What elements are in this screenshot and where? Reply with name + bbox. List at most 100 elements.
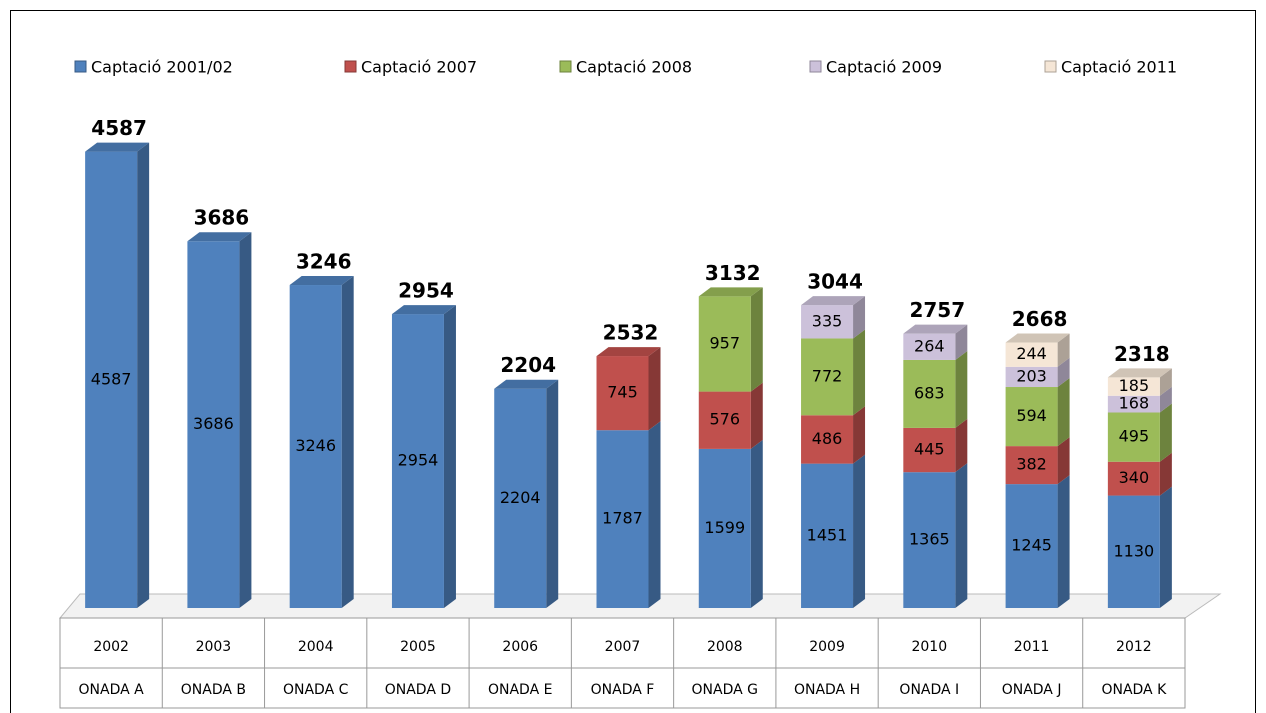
bar-segment (596, 356, 649, 431)
segment-label: 203 (1016, 366, 1047, 385)
bar-segment (1107, 461, 1160, 496)
bar-segment (1107, 395, 1160, 413)
x-tick-label: 2007 (605, 639, 641, 655)
x-tick-sublabel: ONADA I (899, 682, 959, 698)
bar-segment (903, 359, 956, 428)
segment-label: 264 (914, 336, 945, 355)
legend-swatch (74, 60, 87, 73)
bar-side (648, 347, 661, 431)
x-tick-label: 2009 (809, 639, 845, 655)
bar-side (853, 406, 866, 464)
bar-side (1159, 452, 1172, 496)
total-label: 3044 (807, 270, 863, 294)
x-tick-label: 2010 (911, 639, 947, 655)
bar-top (596, 347, 661, 357)
bar-segment (903, 427, 956, 473)
bar-side (1159, 486, 1172, 608)
bar-top (391, 305, 456, 315)
bar-side (341, 276, 354, 608)
segment-label: 486 (812, 429, 843, 448)
legend-swatch (559, 60, 572, 73)
segment-label: 445 (914, 440, 945, 459)
x-tick-sublabel: ONADA J (1002, 682, 1062, 698)
bar-side (750, 382, 763, 449)
bar-segment (187, 241, 240, 609)
total-label: 2668 (1012, 307, 1068, 331)
segment-label: 382 (1016, 455, 1047, 474)
legend-label: Captació 2011 (1061, 58, 1177, 77)
bar-side (750, 439, 763, 608)
x-tick-sublabel: ONADA F (591, 682, 655, 698)
bar-top (289, 276, 354, 286)
bar-segment (903, 333, 956, 360)
bar-side (1057, 357, 1070, 388)
x-tick-sublabel: ONADA A (79, 682, 145, 698)
bar-segment (801, 415, 854, 464)
segment-label: 1451 (807, 525, 848, 544)
segment-label: 4587 (91, 369, 132, 388)
legend-swatch (809, 60, 822, 73)
bar-side (443, 305, 456, 608)
x-tick-sublabel: ONADA E (488, 682, 552, 698)
bar-side (1057, 475, 1070, 608)
bar-segment (801, 338, 854, 416)
x-tick-label: 2008 (707, 639, 743, 655)
segment-label: 1365 (909, 530, 950, 549)
bar-segment (801, 305, 854, 339)
bar-side (546, 379, 559, 608)
bar-side (239, 232, 252, 609)
bar-side (853, 454, 866, 608)
bar-side (1057, 437, 1070, 485)
segment-label: 244 (1016, 344, 1047, 363)
legend-label: Captació 2008 (576, 58, 692, 77)
bar-segment (801, 463, 854, 608)
segment-label: 745 (607, 383, 638, 402)
bar-side (137, 142, 150, 608)
bar-top (85, 142, 150, 152)
bar-top (1107, 368, 1172, 378)
x-tick-sublabel: ONADA H (794, 682, 860, 698)
total-label: 2204 (500, 353, 556, 377)
segment-label: 772 (812, 366, 843, 385)
bar-top (187, 232, 252, 242)
bar-side (1057, 378, 1070, 447)
x-tick-label: 2012 (1116, 639, 1152, 655)
segment-label: 683 (914, 383, 945, 402)
bar-side (853, 296, 866, 339)
bar-segment (494, 388, 547, 608)
x-tick-sublabel: ONADA C (283, 682, 349, 698)
total-label: 4587 (91, 116, 147, 140)
x-tick-sublabel: ONADA K (1101, 682, 1167, 698)
x-tick-label: 2005 (400, 639, 436, 655)
segment-label: 495 (1119, 427, 1150, 446)
bar-segment (698, 448, 751, 608)
bar-segment (1005, 484, 1058, 608)
segment-label: 1599 (704, 518, 745, 537)
bar-top (698, 287, 763, 297)
x-tick-label: 2003 (196, 639, 232, 655)
bar-segment (1107, 495, 1160, 608)
legend-label: Captació 2001/02 (91, 58, 233, 77)
segment-label: 2954 (398, 451, 439, 470)
total-label: 2954 (398, 279, 454, 303)
bar-side (750, 287, 763, 392)
segment-label: 594 (1016, 406, 1047, 425)
segment-label: 1130 (1114, 541, 1155, 560)
bar-top (494, 379, 559, 389)
total-label: 3246 (296, 250, 352, 274)
segment-label: 168 (1119, 394, 1150, 413)
bar-segment (1107, 412, 1160, 462)
x-tick-sublabel: ONADA D (385, 682, 451, 698)
bar-segment (1005, 387, 1058, 447)
total-label: 3686 (194, 206, 250, 230)
segment-label: 340 (1119, 468, 1150, 487)
segment-label: 2204 (500, 488, 541, 507)
bar-side (955, 463, 968, 608)
legend-swatch (1044, 60, 1057, 73)
category-table (59, 617, 1186, 709)
bar-segment (1005, 366, 1058, 388)
segment-label: 576 (709, 410, 740, 429)
x-tick-label: 2002 (93, 639, 129, 655)
x-tick-sublabel: ONADA G (692, 682, 758, 698)
